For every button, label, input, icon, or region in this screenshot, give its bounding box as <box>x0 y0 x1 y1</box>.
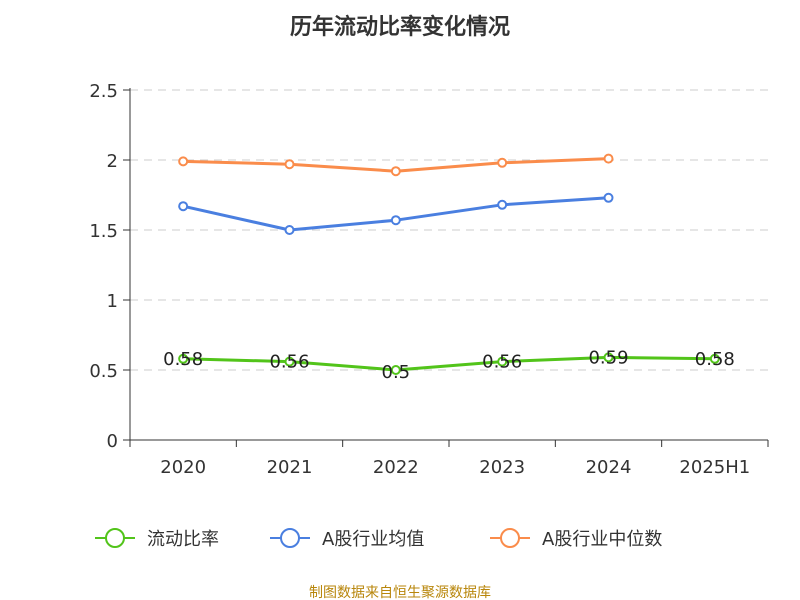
x-tick-label: 2025H1 <box>679 457 750 478</box>
data-point <box>390 166 401 177</box>
x-tick-label: 2020 <box>160 457 206 478</box>
series-group: 0.58 0.56 0.5 0.56 0.59 0.58 <box>163 153 735 383</box>
y-tick-label: 2.5 <box>89 81 118 102</box>
legend-item-0: 流动比率 <box>95 528 219 550</box>
legend-marker <box>280 528 300 548</box>
legend-label: 流动比率 <box>147 529 219 550</box>
data-point <box>603 192 614 203</box>
data-label: 0.56 <box>269 352 309 373</box>
y-tick-label: 2 <box>107 151 118 172</box>
data-point <box>178 353 189 364</box>
x-tick-label: 2024 <box>586 457 632 478</box>
data-label: 0.5 <box>382 362 411 383</box>
legend-label: A股行业均值 <box>322 529 424 550</box>
y-tick-label: 0 <box>107 431 118 452</box>
legend-marker <box>105 528 125 548</box>
x-tick-label: 2021 <box>267 457 313 478</box>
data-point <box>178 156 189 167</box>
data-point <box>390 215 401 226</box>
chart-title: 历年流动比率变化情况 <box>290 14 510 40</box>
data-point <box>284 356 295 367</box>
series-1 <box>178 192 614 235</box>
legend-item-1: A股行业均值 <box>270 528 424 550</box>
data-point <box>709 353 720 364</box>
data-point <box>178 201 189 212</box>
data-point <box>603 153 614 164</box>
data-point <box>390 365 401 375</box>
data-label: 0.59 <box>588 347 628 368</box>
data-point <box>284 159 295 170</box>
data-point <box>497 356 508 367</box>
series-line <box>183 355 715 372</box>
data-point <box>284 225 295 235</box>
data-label: 0.58 <box>163 349 203 370</box>
legend-item-2: A股行业中位数 <box>490 528 662 550</box>
data-point <box>497 157 508 168</box>
legend: 流动比率 A股行业均值 A股行业中位数 <box>95 528 662 550</box>
data-label: 0.58 <box>695 349 735 370</box>
axes: 0 0.5 1 1.5 2 2.5 2020 2021 2022 2023 2024 2025H1 <box>89 81 769 478</box>
legend-marker <box>500 528 520 548</box>
y-tick-label: 1.5 <box>89 221 118 242</box>
series-0: 0.58 0.56 0.5 0.56 0.59 0.58 <box>163 347 735 383</box>
x-tick-label: 2022 <box>373 457 419 478</box>
x-tick-label: 2023 <box>479 457 525 478</box>
source-note: 制图数据来自恒生聚源数据库 <box>309 585 491 600</box>
data-point <box>603 352 614 363</box>
grid <box>130 89 768 371</box>
data-point <box>497 199 508 210</box>
legend-label: A股行业中位数 <box>542 529 662 550</box>
y-tick-label: 1 <box>107 291 118 312</box>
data-label: 0.56 <box>482 352 522 373</box>
y-tick-label: 0.5 <box>89 361 118 382</box>
series-2 <box>178 153 614 177</box>
